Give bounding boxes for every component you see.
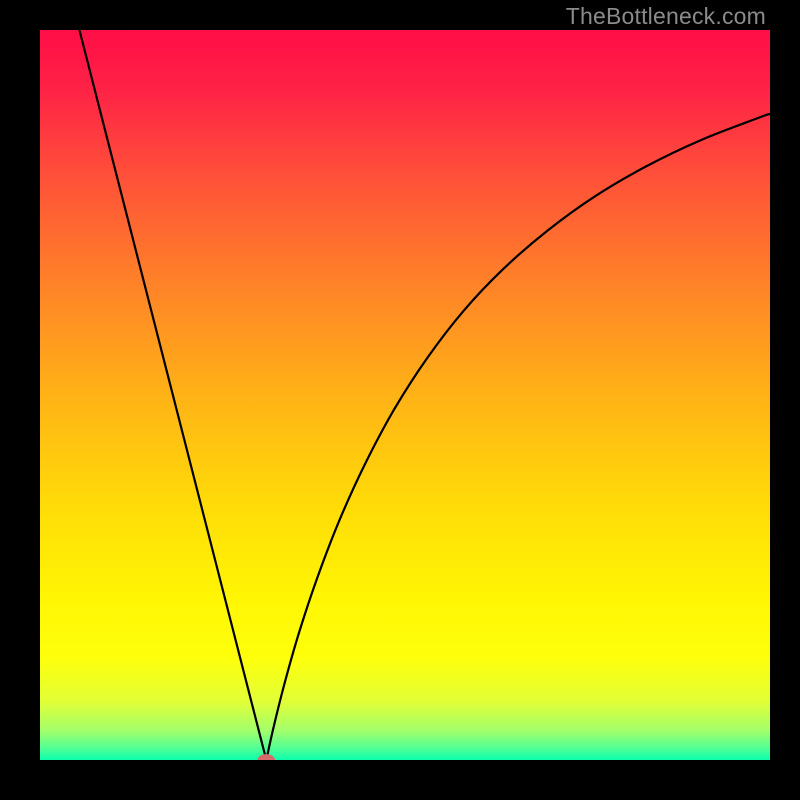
watermark-text: TheBottleneck.com (566, 3, 766, 30)
plot-area (40, 30, 770, 760)
plot-svg (40, 30, 770, 760)
chart-frame: TheBottleneck.com (0, 0, 800, 800)
gradient-background (40, 30, 770, 760)
